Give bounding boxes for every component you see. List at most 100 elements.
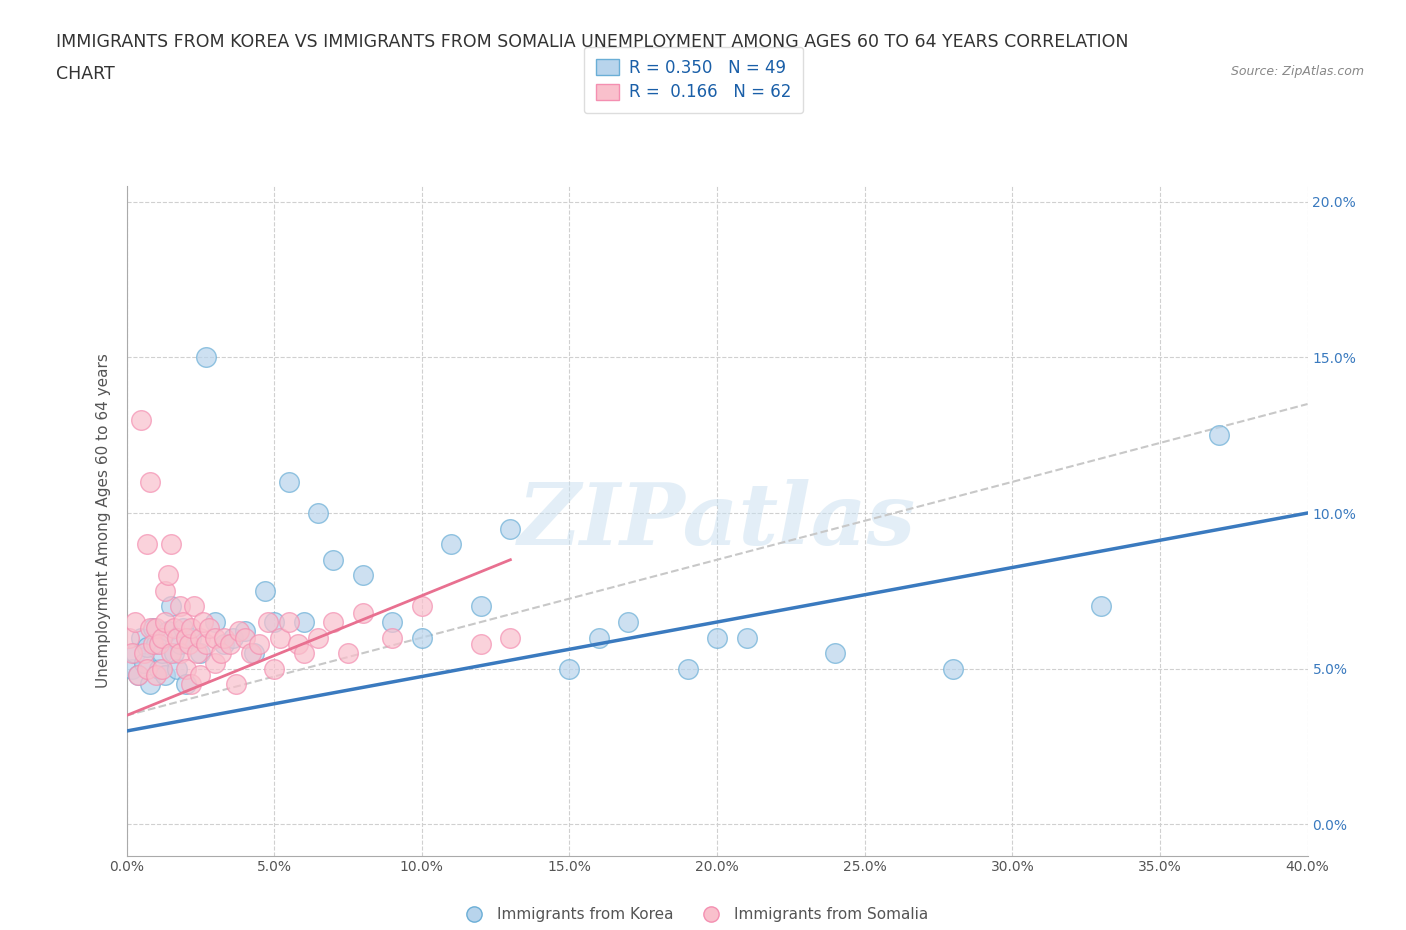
Point: [163, 645, 186, 660]
Point: [233, 631, 256, 645]
Point: [136, 640, 159, 655]
Point: [212, 636, 235, 651]
Point: [139, 474, 162, 489]
Point: [127, 668, 149, 683]
Point: [159, 537, 183, 551]
Point: [204, 655, 226, 670]
Point: [134, 645, 156, 660]
Point: [411, 631, 433, 645]
Point: [134, 655, 156, 670]
Point: [942, 661, 965, 676]
Point: [352, 605, 374, 620]
Point: [180, 677, 202, 692]
Point: [166, 661, 188, 676]
Point: [188, 668, 211, 683]
Point: [127, 668, 149, 683]
Point: [381, 615, 404, 630]
Point: [263, 615, 285, 630]
Point: [198, 621, 221, 636]
Point: [225, 677, 247, 692]
Point: [188, 631, 211, 645]
Point: [219, 636, 242, 651]
Point: [292, 645, 315, 660]
Text: IMMIGRANTS FROM KOREA VS IMMIGRANTS FROM SOMALIA UNEMPLOYMENT AMONG AGES 60 TO 6: IMMIGRANTS FROM KOREA VS IMMIGRANTS FROM…: [56, 33, 1129, 50]
Point: [145, 636, 167, 651]
Text: CHART: CHART: [56, 65, 115, 83]
Point: [183, 599, 205, 614]
Point: [292, 615, 315, 630]
Point: [174, 661, 197, 676]
Point: [440, 537, 463, 551]
Point: [159, 645, 183, 660]
Point: [180, 621, 202, 636]
Point: [180, 631, 202, 645]
Point: [129, 631, 153, 645]
Point: [588, 631, 610, 645]
Point: [337, 645, 360, 660]
Point: [136, 537, 159, 551]
Point: [139, 621, 162, 636]
Point: [172, 615, 194, 630]
Legend: Immigrants from Korea, Immigrants from Somalia: Immigrants from Korea, Immigrants from S…: [453, 901, 935, 928]
Point: [242, 645, 264, 660]
Y-axis label: Unemployment Among Ages 60 to 64 years: Unemployment Among Ages 60 to 64 years: [96, 353, 111, 688]
Point: [153, 583, 176, 598]
Point: [228, 624, 250, 639]
Point: [169, 636, 191, 651]
Point: [411, 599, 433, 614]
Point: [169, 599, 191, 614]
Point: [142, 636, 165, 651]
Point: [150, 645, 173, 660]
Point: [177, 636, 200, 651]
Point: [193, 615, 215, 630]
Point: [239, 645, 262, 660]
Point: [124, 615, 146, 630]
Point: [174, 631, 197, 645]
Point: [322, 615, 344, 630]
Point: [307, 506, 329, 521]
Point: [195, 636, 218, 651]
Point: [195, 350, 218, 365]
Point: [139, 677, 162, 692]
Point: [352, 568, 374, 583]
Point: [470, 636, 492, 651]
Point: [204, 615, 226, 630]
Point: [163, 621, 186, 636]
Point: [269, 631, 291, 645]
Point: [145, 621, 167, 636]
Point: [172, 621, 194, 636]
Point: [1090, 599, 1112, 614]
Point: [381, 631, 404, 645]
Point: [186, 645, 208, 660]
Point: [156, 624, 179, 639]
Point: [124, 645, 146, 660]
Point: [156, 568, 179, 583]
Point: [136, 661, 159, 676]
Point: [121, 645, 143, 660]
Point: [617, 615, 640, 630]
Point: [212, 631, 235, 645]
Point: [166, 631, 188, 645]
Point: [247, 636, 270, 651]
Point: [153, 615, 176, 630]
Text: ZIPatlas: ZIPatlas: [517, 479, 917, 563]
Point: [129, 412, 153, 427]
Point: [676, 661, 699, 676]
Point: [150, 661, 173, 676]
Point: [174, 677, 197, 692]
Point: [209, 645, 232, 660]
Point: [153, 668, 176, 683]
Point: [222, 631, 245, 645]
Point: [499, 521, 522, 536]
Point: [204, 631, 226, 645]
Point: [263, 661, 285, 676]
Point: [188, 645, 211, 660]
Point: [145, 668, 167, 683]
Point: [735, 631, 758, 645]
Point: [278, 615, 301, 630]
Point: [257, 615, 280, 630]
Point: [706, 631, 728, 645]
Point: [307, 631, 329, 645]
Point: [278, 474, 301, 489]
Point: [121, 661, 143, 676]
